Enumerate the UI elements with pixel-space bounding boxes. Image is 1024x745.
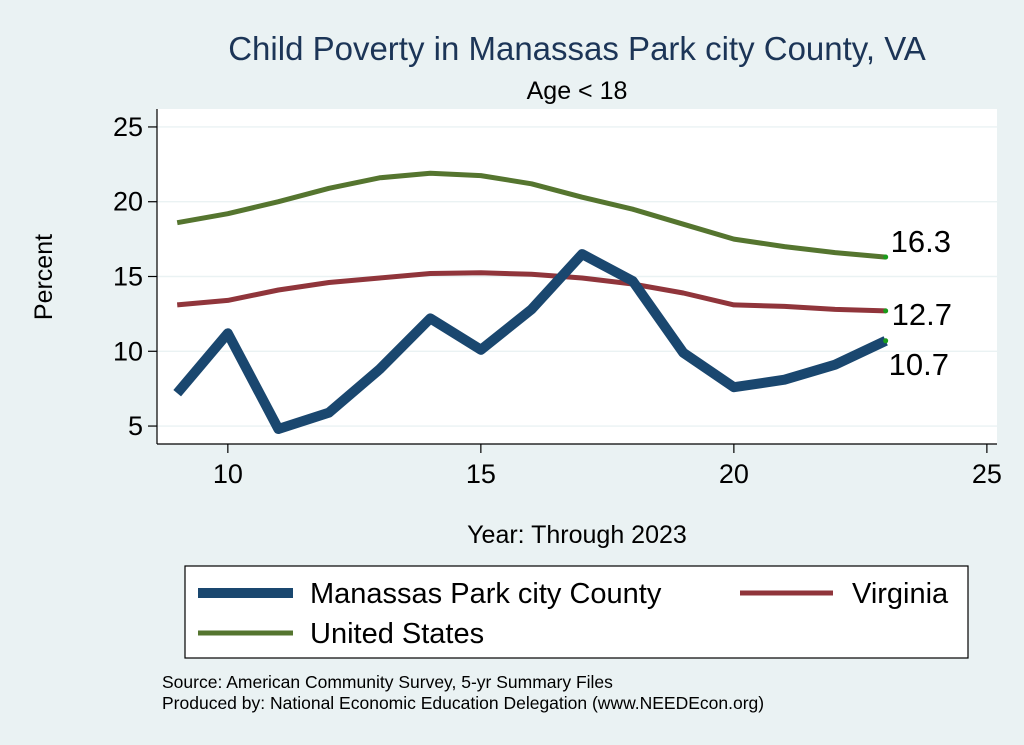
- x-tick-label: 15: [466, 459, 496, 489]
- chart-title: Child Poverty in Manassas Park city Coun…: [228, 30, 926, 67]
- legend: Manassas Park city County Virginia United …: [184, 565, 969, 659]
- x-ticks: 10 15 20 25: [213, 444, 1002, 489]
- x-tick-label: 20: [719, 459, 749, 489]
- end-label-virginia: 12.7: [892, 297, 952, 332]
- series-end-point: [883, 308, 889, 314]
- producer-line: Produced by: National Economic Education…: [162, 693, 764, 713]
- series-lines: [173, 170, 889, 434]
- y-axis-label: Percent: [30, 234, 58, 320]
- legend-box: [184, 565, 969, 659]
- y-tick-label: 25: [113, 112, 143, 142]
- y-tick-label: 15: [113, 262, 143, 292]
- series-line-manassas-park-city-county: [173, 249, 888, 434]
- legend-label: Manassas Park city County: [310, 578, 662, 610]
- source-line: Source: American Community Survey, 5-yr …: [162, 672, 613, 692]
- y-ticks: 5 10 15 20 25: [113, 112, 157, 441]
- y-tick-label: 20: [113, 187, 143, 217]
- end-labels: 10.7 12.7 16.3: [889, 224, 952, 382]
- end-label-manassas-park-city-county: 10.7: [889, 347, 949, 382]
- series-end-point: [883, 254, 889, 260]
- chart-subtitle: Age < 18: [527, 77, 628, 105]
- series-end-point: [883, 338, 889, 344]
- legend-items: Manassas Park city County Virginia United …: [198, 578, 949, 650]
- end-label-united-states: 16.3: [891, 224, 951, 259]
- legend-label: Virginia: [852, 578, 949, 610]
- series-line-virginia: [176, 270, 886, 314]
- x-tick-label: 10: [213, 459, 243, 489]
- legend-label: United States: [310, 618, 484, 650]
- x-tick-label: 25: [972, 459, 1002, 489]
- x-axis-label: Year: Through 2023: [467, 521, 687, 549]
- y-tick-label: 10: [113, 336, 143, 366]
- series-line-united-states: [176, 170, 886, 260]
- y-tick-label: 5: [128, 411, 143, 441]
